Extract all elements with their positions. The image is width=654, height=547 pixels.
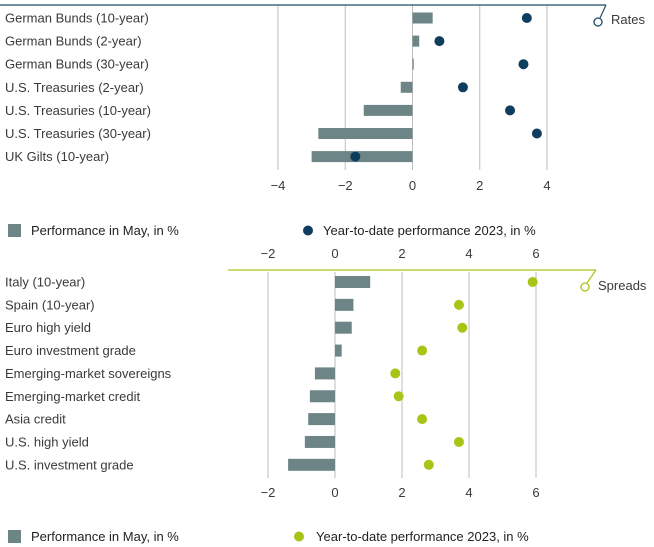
dot: [417, 345, 428, 356]
category-label: U.S. high yield: [5, 434, 89, 449]
category-label: German Bunds (30-year): [5, 57, 149, 72]
bar: [304, 435, 335, 448]
dot: [423, 459, 434, 470]
tick-label: 4: [543, 178, 550, 193]
tick-label: 6: [532, 485, 539, 500]
bar: [308, 413, 335, 426]
bar: [314, 367, 335, 380]
category-label: Emerging-market sovereigns: [5, 366, 172, 381]
bar: [400, 81, 413, 93]
bar: [318, 128, 413, 139]
tick-label-top: 0: [331, 246, 338, 261]
legend-dot-swatch: [303, 225, 313, 236]
bar: [335, 344, 342, 357]
tick-label: 0: [331, 485, 338, 500]
legend-bar-swatch: [8, 530, 21, 543]
panel-marker: [593, 17, 603, 27]
category-label: Emerging-market credit: [5, 389, 140, 404]
bar: [311, 151, 413, 163]
tick-label-top: 2: [398, 246, 405, 261]
category-label: U.S. Treasuries (2-year): [5, 80, 144, 95]
dot: [350, 151, 361, 162]
legend-dot-swatch: [294, 531, 304, 542]
bar: [335, 298, 354, 311]
category-label: Spain (10-year): [5, 297, 95, 312]
tick-label: 4: [465, 485, 472, 500]
bar: [412, 35, 420, 47]
tick-label: −2: [261, 485, 276, 500]
legend-bar-swatch: [8, 224, 21, 237]
bar: [363, 104, 413, 116]
bar: [335, 321, 352, 334]
dot: [453, 299, 464, 310]
bar: [412, 12, 433, 24]
dot: [521, 13, 532, 23]
tick-label: 2: [476, 178, 483, 193]
tick-label: 2: [398, 485, 405, 500]
bar: [335, 276, 371, 288]
tick-label: 0: [409, 178, 416, 193]
legend-bar-label: Performance in May, in %: [31, 529, 179, 544]
panel-label: Rates: [611, 12, 645, 27]
dot: [390, 368, 401, 379]
category-label: Italy (10-year): [5, 275, 85, 290]
category-label: German Bunds (2-year): [5, 34, 142, 49]
category-label: U.S. Treasuries (30-year): [5, 126, 151, 141]
category-label: Asia credit: [5, 412, 66, 427]
category-label: German Bunds (10-year): [5, 11, 149, 26]
panel-connector: [586, 269, 597, 284]
chart-panel-rates: Rates German Bunds (10-year) German Bunds …: [0, 4, 645, 238]
category-label: U.S. Treasuries (10-year): [5, 103, 151, 118]
dot: [457, 82, 468, 93]
dot: [434, 36, 445, 47]
category-label: UK Gilts (10-year): [5, 149, 109, 164]
tick-label-top: 6: [532, 246, 539, 261]
panel-connector: [599, 4, 607, 19]
tick-label-top: −2: [261, 246, 276, 261]
tick-label-top: 4: [465, 246, 472, 261]
chart-panel-spreads: Spreads Italy (10-year) Spain (10-year) Eur…: [5, 246, 647, 544]
panel-label: Spreads: [598, 278, 647, 293]
category-label: Euro high yield: [5, 320, 91, 335]
dot: [531, 128, 542, 139]
tick-label: −2: [338, 178, 353, 193]
panel-marker: [580, 282, 590, 292]
legend-dot-label: Year-to-date performance 2023, in %: [323, 223, 536, 238]
tick-label: −4: [271, 178, 286, 193]
dot: [417, 414, 428, 425]
category-label: Euro investment grade: [5, 343, 136, 358]
bar: [412, 58, 414, 70]
bar: [288, 458, 335, 471]
dot: [518, 59, 529, 70]
dot: [453, 436, 464, 447]
category-label: U.S. investment grade: [5, 457, 134, 472]
legend-dot-label: Year-to-date performance 2023, in %: [316, 529, 529, 544]
legend-bar-label: Performance in May, in %: [31, 223, 179, 238]
dot: [505, 105, 516, 116]
dot: [393, 391, 404, 402]
dot: [527, 277, 538, 287]
dot: [457, 322, 468, 333]
bar: [309, 390, 335, 403]
